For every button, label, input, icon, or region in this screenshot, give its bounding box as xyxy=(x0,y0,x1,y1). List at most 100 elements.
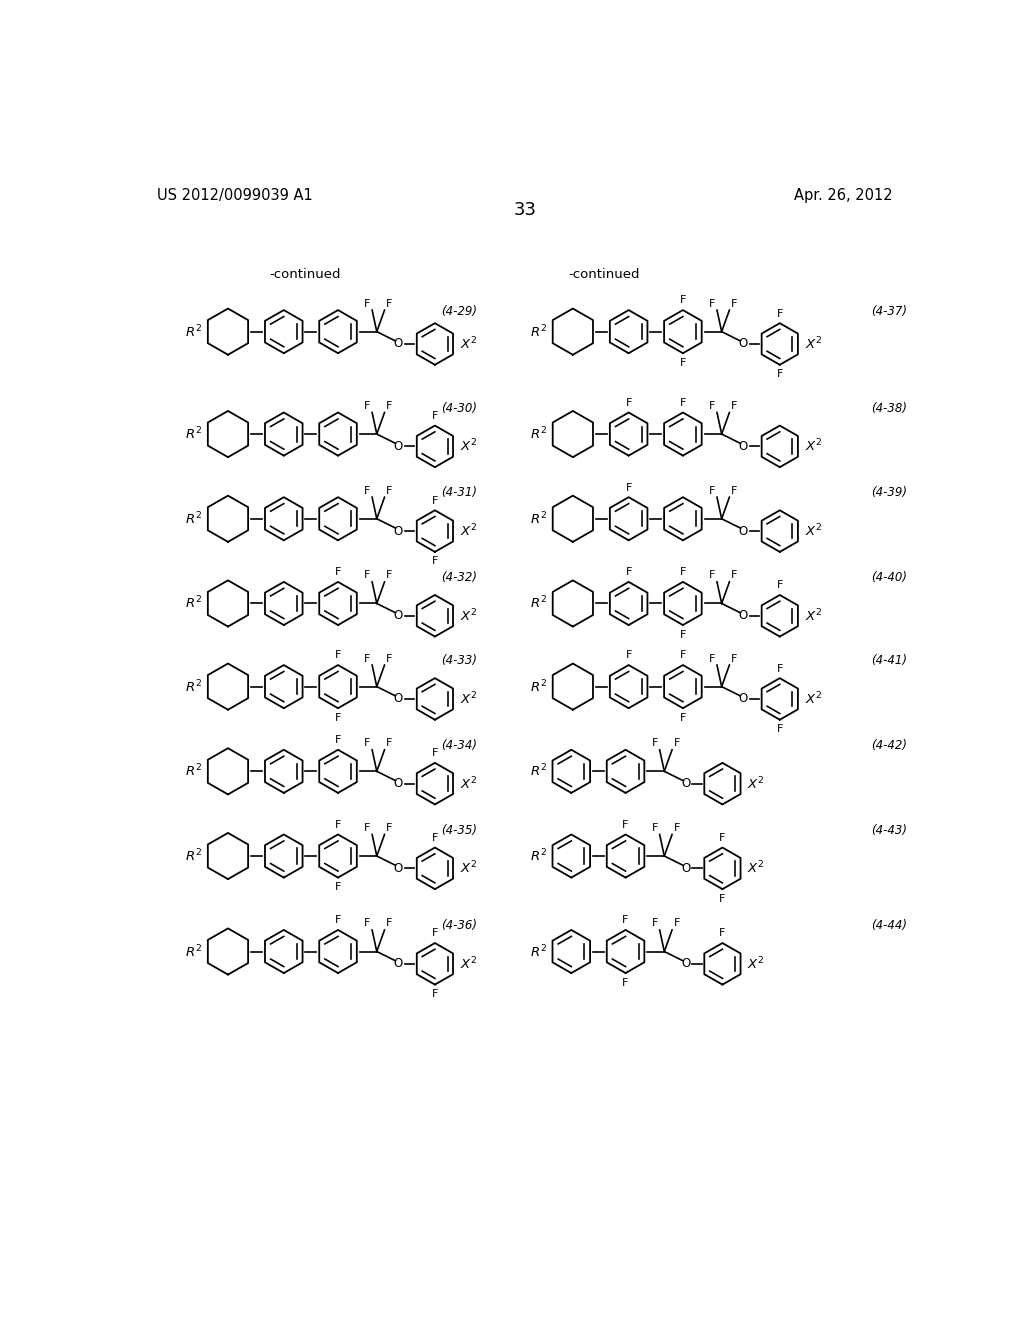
Text: F: F xyxy=(680,568,686,577)
Text: F: F xyxy=(335,651,341,660)
Text: $X^2$: $X^2$ xyxy=(460,775,477,792)
Text: F: F xyxy=(651,919,658,928)
Text: F: F xyxy=(680,296,686,305)
Text: (4-33): (4-33) xyxy=(440,655,477,668)
Text: US 2012/0099039 A1: US 2012/0099039 A1 xyxy=(158,187,313,203)
Text: $R^2$: $R^2$ xyxy=(184,426,202,442)
Text: F: F xyxy=(432,411,438,421)
Text: O: O xyxy=(738,693,748,705)
Text: F: F xyxy=(432,496,438,506)
Text: O: O xyxy=(394,693,403,705)
Text: F: F xyxy=(626,483,632,492)
Text: $R^2$: $R^2$ xyxy=(184,944,202,960)
Text: -continued: -continued xyxy=(568,268,640,281)
Text: $R^2$: $R^2$ xyxy=(184,847,202,865)
Text: $R^2$: $R^2$ xyxy=(184,678,202,694)
Text: F: F xyxy=(776,309,783,318)
Text: O: O xyxy=(394,957,403,970)
Text: F: F xyxy=(365,486,371,496)
Text: $X^2$: $X^2$ xyxy=(460,438,477,454)
Text: F: F xyxy=(335,882,341,892)
Text: F: F xyxy=(365,822,371,833)
Text: $X^2$: $X^2$ xyxy=(805,335,822,352)
Text: F: F xyxy=(335,568,341,577)
Text: Apr. 26, 2012: Apr. 26, 2012 xyxy=(794,187,892,203)
Text: F: F xyxy=(680,713,686,723)
Text: $R^2$: $R^2$ xyxy=(184,763,202,780)
Text: $X^2$: $X^2$ xyxy=(460,690,477,708)
Text: F: F xyxy=(731,298,737,309)
Text: F: F xyxy=(432,557,438,566)
Text: O: O xyxy=(681,777,690,791)
Text: F: F xyxy=(731,653,737,664)
Text: (4-37): (4-37) xyxy=(870,305,907,318)
Text: F: F xyxy=(335,713,341,723)
Text: F: F xyxy=(680,630,686,640)
Text: O: O xyxy=(738,440,748,453)
Text: O: O xyxy=(738,338,748,351)
Text: O: O xyxy=(681,957,690,970)
Text: $R^2$: $R^2$ xyxy=(529,847,547,865)
Text: (4-32): (4-32) xyxy=(440,572,477,585)
Text: F: F xyxy=(365,401,371,411)
Text: F: F xyxy=(776,581,783,590)
Text: $X^2$: $X^2$ xyxy=(460,607,477,624)
Text: F: F xyxy=(674,822,680,833)
Text: $R^2$: $R^2$ xyxy=(529,595,547,611)
Text: $X^2$: $X^2$ xyxy=(460,523,477,540)
Text: F: F xyxy=(623,915,629,925)
Text: F: F xyxy=(386,486,392,496)
Text: O: O xyxy=(394,610,403,622)
Text: $R^2$: $R^2$ xyxy=(184,595,202,611)
Text: $X^2$: $X^2$ xyxy=(748,861,765,876)
Text: F: F xyxy=(432,833,438,843)
Text: F: F xyxy=(731,401,737,411)
Text: (4-31): (4-31) xyxy=(440,487,477,499)
Text: (4-38): (4-38) xyxy=(870,401,907,414)
Text: (4-40): (4-40) xyxy=(870,572,907,585)
Text: F: F xyxy=(719,833,726,843)
Text: O: O xyxy=(394,524,403,537)
Text: $R^2$: $R^2$ xyxy=(529,678,547,694)
Text: (4-44): (4-44) xyxy=(870,919,907,932)
Text: F: F xyxy=(776,664,783,673)
Text: F: F xyxy=(719,894,726,904)
Text: $R^2$: $R^2$ xyxy=(529,323,547,341)
Text: (4-35): (4-35) xyxy=(440,824,477,837)
Text: F: F xyxy=(709,653,716,664)
Text: F: F xyxy=(365,298,371,309)
Text: F: F xyxy=(709,298,716,309)
Text: O: O xyxy=(394,338,403,351)
Text: $X^2$: $X^2$ xyxy=(748,775,765,792)
Text: (4-29): (4-29) xyxy=(440,305,477,318)
Text: $X^2$: $X^2$ xyxy=(805,607,822,624)
Text: $R^2$: $R^2$ xyxy=(184,323,202,341)
Text: (4-36): (4-36) xyxy=(440,919,477,932)
Text: F: F xyxy=(386,401,392,411)
Text: $X^2$: $X^2$ xyxy=(460,335,477,352)
Text: O: O xyxy=(394,440,403,453)
Text: (4-34): (4-34) xyxy=(440,739,477,752)
Text: (4-39): (4-39) xyxy=(870,487,907,499)
Text: F: F xyxy=(386,653,392,664)
Text: -continued: -continued xyxy=(269,268,340,281)
Text: (4-30): (4-30) xyxy=(440,401,477,414)
Text: F: F xyxy=(719,928,726,939)
Text: F: F xyxy=(731,570,737,581)
Text: F: F xyxy=(365,570,371,581)
Text: O: O xyxy=(681,862,690,875)
Text: F: F xyxy=(432,989,438,999)
Text: $X^2$: $X^2$ xyxy=(460,956,477,972)
Text: F: F xyxy=(674,738,680,748)
Text: F: F xyxy=(680,397,686,408)
Text: 33: 33 xyxy=(513,201,537,219)
Text: F: F xyxy=(680,651,686,660)
Text: F: F xyxy=(623,978,629,987)
Text: $R^2$: $R^2$ xyxy=(529,763,547,780)
Text: F: F xyxy=(335,915,341,925)
Text: $R^2$: $R^2$ xyxy=(529,511,547,527)
Text: F: F xyxy=(365,653,371,664)
Text: F: F xyxy=(365,919,371,928)
Text: $X^2$: $X^2$ xyxy=(805,438,822,454)
Text: F: F xyxy=(709,401,716,411)
